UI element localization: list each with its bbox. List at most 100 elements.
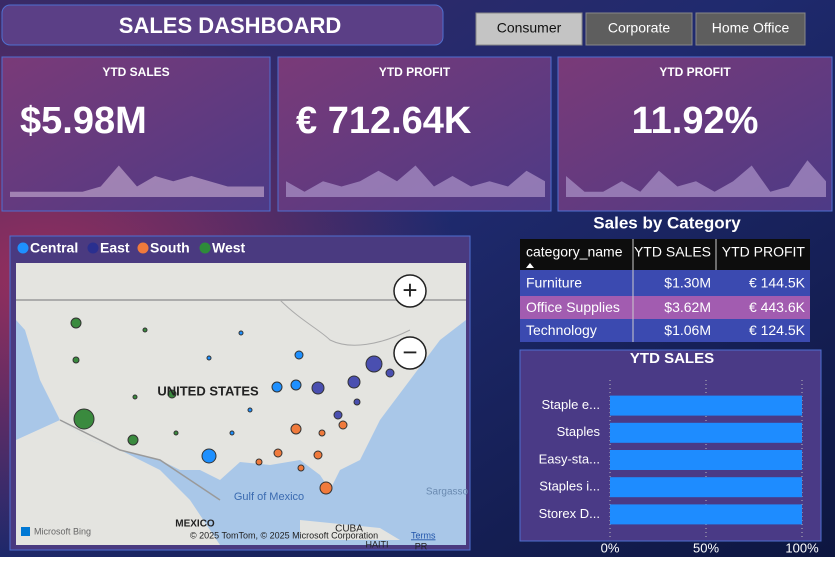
map-label: Sargasso [426,487,469,498]
segment-label[interactable]: Home Office [712,20,790,36]
table-title: Sales by Category [593,213,741,232]
table-row [520,296,810,319]
table-cell: € 124.5K [749,322,806,338]
legend-swatch [17,242,29,254]
map-bubble [70,317,82,329]
table-cell: € 144.5K [749,275,806,291]
map-label: UNITED STATES [157,383,259,398]
category-table: category_name YTD SALES YTD PROFIT Furnitur… [520,239,810,342]
map-bubble [333,410,343,420]
map-bubble [73,408,95,430]
map-label: PR [415,541,428,551]
map-bubble [365,355,383,373]
bar-chart-title: YTD SALES [630,350,714,367]
column-header[interactable]: YTD PROFIT [722,244,806,260]
map-bubble [72,356,80,364]
table-row [520,270,810,296]
segment-label[interactable]: Consumer [497,20,562,36]
map-bubble [290,379,302,391]
map-bubble [313,450,323,460]
map-bubble [353,398,361,406]
map-bubble [255,458,263,466]
y-tick-label: Staple e... [541,397,600,412]
kpi-value: $5.98M [20,100,147,142]
border-line [279,299,411,346]
x-tick-label: 0% [601,540,620,555]
map-legend: Central East South West [17,240,246,256]
y-tick-label: Staples i... [539,479,600,494]
map-bubble [167,389,177,399]
map-bubble [311,381,325,395]
map-land [16,420,220,545]
legend-label: East [100,240,130,256]
kpi-card [1,56,271,212]
map-terms[interactable]: Terms [411,530,436,540]
table-cell: Furniture [526,275,582,291]
table-header [520,239,810,270]
map-bubble [271,381,283,393]
map-bubble [347,375,361,389]
border-line [59,419,221,501]
table-cell: € 443.6K [749,299,806,315]
zoom-in-button[interactable] [393,274,427,308]
bar [610,450,802,470]
legend-swatch [199,242,211,254]
map-bubble [127,434,139,446]
bing-logo [21,527,30,536]
sort-indicator [526,263,534,268]
column-header[interactable]: category_name [526,244,623,260]
y-tick-label: Easy-sta... [539,451,600,466]
zoom-out-button[interactable] [393,336,427,370]
sparkline [10,165,264,197]
map: UNITED STATES Gulf of Mexico MEXICO CUBA… [16,263,469,551]
legend-label: South [150,240,190,256]
map-land [16,263,466,490]
segment-button[interactable] [585,12,693,46]
map-bubble [229,430,235,436]
map-label: HAITI [365,539,388,549]
legend-label: West [212,240,246,256]
legend-swatch [87,242,99,254]
map-label: Gulf of Mexico [234,491,304,503]
map-attribution: © 2025 TomTom, © 2025 Microsoft Corporat… [190,530,378,540]
y-tick-label: Storex D... [539,506,600,521]
bar [610,477,802,498]
map-bubble [318,429,326,437]
map-bubble [173,430,179,436]
zoom-out-label[interactable]: − [402,337,417,367]
segment-button[interactable] [475,12,583,46]
map-bubble [206,355,212,361]
zoom-in-label[interactable]: + [402,275,417,305]
bar [610,422,802,443]
table-cell: Office Supplies [526,299,620,315]
x-tick-label: 100% [785,540,819,555]
map-label: MEXICO [175,519,215,530]
map-bubble [294,350,304,360]
map-bubble [201,448,217,464]
kpi-label: YTD PROFIT [379,65,451,79]
map-bubble [273,448,283,458]
legend-label: Central [30,240,78,256]
map-bubble [385,368,395,378]
map-bubble [319,481,333,495]
table-cell: $1.30M [664,275,711,291]
segment-buttons: Consumer Corporate Home Office [475,12,806,46]
kpi-cards: YTD SALES $5.98M YTD PROFIT € 712.64K YTD PR… [1,56,833,212]
segment-label[interactable]: Corporate [608,20,670,36]
x-tick-label: 50% [693,540,719,555]
kpi-label: YTD SALES [102,65,169,79]
map-bubble [142,327,148,333]
map-bubble [247,407,253,413]
map-provider: Microsoft Bing [34,526,91,536]
kpi-value: € 712.64K [296,100,472,142]
map-land [300,520,400,540]
kpi-value: 11.92% [632,100,759,142]
column-header[interactable]: YTD SALES [634,244,711,260]
bar [610,504,802,525]
map-bubble [132,394,138,400]
map-bubble [297,464,305,472]
segment-button[interactable] [695,12,806,46]
sparkline [566,160,826,197]
